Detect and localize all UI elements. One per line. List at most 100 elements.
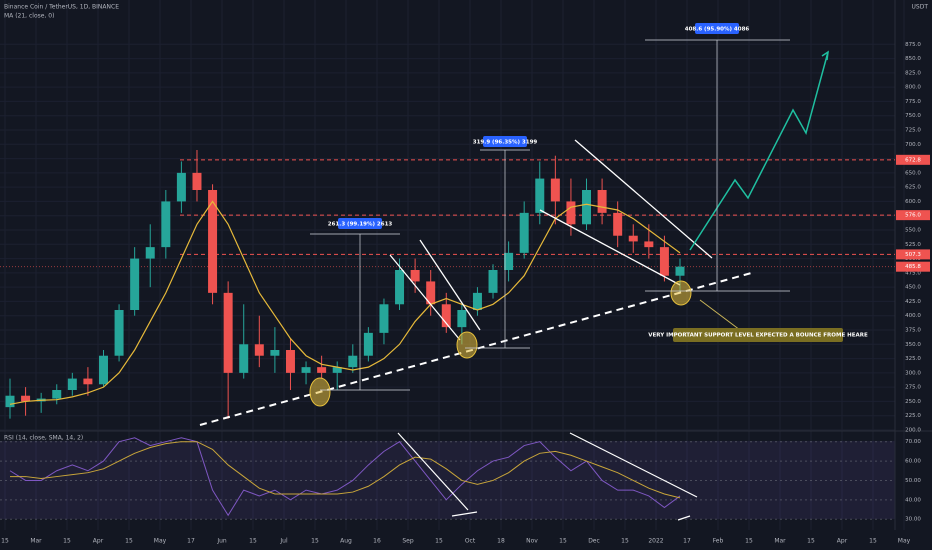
drawings xyxy=(199,39,829,426)
candle-body xyxy=(550,178,560,202)
candle-body xyxy=(535,178,545,213)
x-tick-label: Feb xyxy=(713,538,724,545)
x-tick-label: Aug xyxy=(340,538,352,545)
candle-body xyxy=(628,235,638,242)
x-tick-label: 18 xyxy=(497,538,505,545)
candle-body xyxy=(363,332,373,356)
candle-body xyxy=(644,241,654,248)
candle-body xyxy=(239,344,249,373)
y-tick-label: 325.0 xyxy=(905,356,921,362)
x-tick-label: 2022 xyxy=(648,538,663,545)
y-tick-label: 300.0 xyxy=(905,370,921,376)
candle-body xyxy=(426,281,436,305)
y-tick-label: 275.0 xyxy=(905,385,921,391)
x-tick-label: 15 xyxy=(869,538,877,545)
highlight xyxy=(309,377,331,407)
y-tick-label: 750.0 xyxy=(905,113,921,119)
candle-body xyxy=(161,201,171,248)
x-tick-label: 15 xyxy=(807,538,815,545)
candle-body xyxy=(52,390,62,399)
price-tag xyxy=(896,210,930,221)
price-tag-text: 576.0 xyxy=(905,213,921,219)
price-tag-text: 672.8 xyxy=(905,157,921,163)
y-tick-label: 350.0 xyxy=(905,342,921,348)
candle-body xyxy=(114,310,124,356)
x-tick-label: 15 xyxy=(745,538,753,545)
candle-body xyxy=(176,172,186,202)
candle-body xyxy=(613,212,623,236)
candle-body xyxy=(348,355,358,368)
candle-body xyxy=(83,378,93,385)
candle-body xyxy=(457,310,467,328)
y-tick-label: 850.0 xyxy=(905,56,921,62)
candle-body xyxy=(379,304,389,333)
x-tick-label: 15 xyxy=(125,538,133,545)
note-box xyxy=(673,328,843,342)
rsi-ma-line xyxy=(10,441,681,499)
x-tick-label: 15 xyxy=(63,538,71,545)
x-tick-label: Mar xyxy=(30,538,42,545)
x-tick-label: 15 xyxy=(311,538,319,545)
highlight xyxy=(456,331,478,359)
y-tick-label: 400.0 xyxy=(905,313,921,319)
y-tick-label: 425.0 xyxy=(905,299,921,305)
candle-body xyxy=(21,395,31,402)
ma-line xyxy=(9,200,681,405)
price-tag xyxy=(896,154,930,165)
candles xyxy=(5,150,685,419)
y-tick-label: 250.0 xyxy=(905,399,921,405)
candle-body xyxy=(145,247,155,259)
candle-body xyxy=(582,190,592,225)
y-tick-label: 600.0 xyxy=(905,199,921,205)
measure-text: 408.6 (95.90%) 4086 xyxy=(685,27,750,33)
candle-body xyxy=(410,270,420,282)
highlight xyxy=(670,280,692,306)
price-tag-text: 507.3 xyxy=(905,252,921,258)
rsi-title: RSI (14, close, SMA, 14, 2) xyxy=(4,435,83,442)
rsi xyxy=(0,432,895,521)
x-tick-label: Nov xyxy=(526,538,538,545)
candle-body xyxy=(5,395,15,408)
x-tick-label: 15 xyxy=(559,538,567,545)
candle-body xyxy=(270,350,280,356)
note-text: VERY IMPORTANT SUPPORT LEVEL EXPECTED A … xyxy=(648,333,868,339)
y-tick-label: 450.0 xyxy=(905,285,921,291)
x-tick-label: 15 xyxy=(435,538,443,545)
channel-line xyxy=(389,254,461,341)
measure-label xyxy=(483,136,527,147)
rsi-tick-label: 70.00 xyxy=(905,439,921,445)
candle-body xyxy=(488,270,498,293)
candle-body xyxy=(67,378,77,390)
price-tag xyxy=(896,261,930,272)
x-tick-label: May xyxy=(898,538,911,545)
x-tick-label: Apr xyxy=(93,538,104,545)
channel-line xyxy=(574,139,713,259)
rsi-trendline xyxy=(397,432,469,511)
candle-body xyxy=(659,247,669,276)
price-tag-text: 485.8 xyxy=(905,264,921,270)
rsi-line xyxy=(9,437,681,517)
measure-text: 319.9 (96.35%) 3199 xyxy=(473,140,538,146)
x-tick-label: 17 xyxy=(683,538,691,545)
candle-body xyxy=(98,355,108,385)
candle-body xyxy=(223,292,233,373)
measure-label xyxy=(338,218,382,229)
channel-line xyxy=(539,209,681,286)
y-tick-label: 875.0 xyxy=(905,42,921,48)
x-tick-label: 17 xyxy=(187,538,195,545)
rsi-trendline xyxy=(677,515,691,521)
y-tick-label: 700.0 xyxy=(905,142,921,148)
channel-line xyxy=(419,239,481,331)
x-tick-label: Jul xyxy=(279,538,288,545)
candle-body xyxy=(301,367,311,373)
candle-body xyxy=(597,190,607,213)
price-lines xyxy=(0,159,895,268)
candle-body xyxy=(675,266,685,276)
candle-body xyxy=(254,344,264,356)
x-tick-label: 15 xyxy=(1,538,9,545)
rsi-trendline xyxy=(451,511,478,517)
x-tick-label: Jun xyxy=(216,538,227,545)
axes: 200.0 225.0 250.0 275.0 300.0 325.0 350.0 375.0… xyxy=(1,42,930,545)
y-tick-label: 375.0 xyxy=(905,328,921,334)
y-tick-label: 725.0 xyxy=(905,128,921,134)
